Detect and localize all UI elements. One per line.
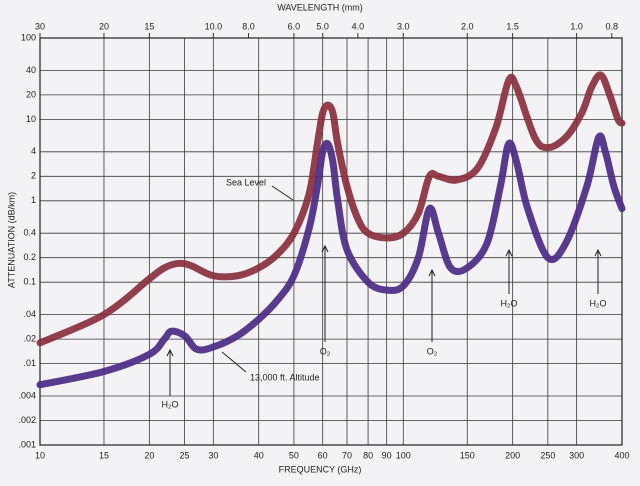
x2-tick-label: 15 — [144, 21, 154, 31]
arrow-head — [428, 268, 436, 277]
annotation: O₂ — [427, 346, 438, 356]
x-tick-label: 250 — [540, 450, 555, 460]
y-tick-label: .02 — [23, 333, 36, 343]
y-tick-label: 0.2 — [23, 252, 36, 262]
x-tick-label: 10 — [35, 450, 45, 460]
y-tick-label: .002 — [18, 415, 36, 425]
annotation: H₂O — [501, 298, 518, 308]
y-tick-label: 40 — [26, 65, 36, 75]
x-tick-label: 30 — [208, 450, 218, 460]
x-tick-label: 90 — [382, 450, 392, 460]
x-tick-label: 100 — [396, 450, 411, 460]
annotation: H₂O — [162, 399, 179, 409]
arrow-head — [166, 348, 174, 357]
y-axis-label: ATTENUATION (dB/km) — [6, 192, 16, 288]
y-tick-label: 2 — [31, 171, 36, 181]
x-tick-label: 400 — [614, 450, 629, 460]
plot-border — [39, 37, 623, 446]
x2-tick-label: 3.0 — [397, 21, 410, 31]
arrow-head — [594, 248, 602, 257]
x-tick-label: 300 — [569, 450, 584, 460]
annotation: O₂ — [320, 346, 331, 356]
y-tick-label: .001 — [18, 439, 36, 449]
series-label: Sea Level — [226, 177, 266, 187]
y-tick-label: 0.4 — [23, 228, 36, 238]
x-tick-label: 70 — [342, 450, 352, 460]
x2-axis-label: WAVELENGTH (mm) — [277, 2, 363, 12]
arrow-head — [321, 244, 329, 253]
x2-tick-label: 1.5 — [506, 21, 519, 31]
x2-tick-label: 0.8 — [606, 21, 619, 31]
data-line — [36, 132, 626, 389]
x-tick-label: 80 — [363, 450, 373, 460]
y-tick-label: 100 — [21, 32, 36, 42]
x2-tick-label: 8.0 — [242, 21, 255, 31]
x2-tick-label: 30 — [35, 21, 45, 31]
x-tick-label: 20 — [144, 450, 154, 460]
leader-line — [221, 351, 247, 373]
y-tick-label: .004 — [18, 390, 36, 400]
y-tick-label: 1 — [31, 195, 36, 205]
x-axis-label: FREQUENCY (GHz) — [279, 464, 362, 474]
x2-tick-label: 10.0 — [205, 21, 223, 31]
y-tick-label: .01 — [23, 358, 36, 368]
x2-tick-label: 6.0 — [288, 21, 301, 31]
x-tick-label: 150 — [460, 450, 475, 460]
y-tick-label: 4 — [31, 146, 36, 156]
x-tick-label: 40 — [254, 450, 264, 460]
x2-tick-label: 4.0 — [352, 21, 365, 31]
x2-tick-label: 20 — [99, 21, 109, 31]
y-tick-label: 10 — [26, 114, 36, 124]
y-tick-label: 20 — [26, 89, 36, 99]
x2-tick-label: 2.0 — [461, 21, 474, 31]
arrow-head — [505, 248, 513, 257]
x2-tick-label: 5.0 — [316, 21, 329, 31]
y-tick-label: 0.1 — [23, 277, 36, 287]
x-tick-label: 200 — [505, 450, 520, 460]
annotation: H₂O — [590, 298, 607, 308]
x-tick-label: 50 — [289, 450, 299, 460]
series-label: 13,000 ft. Altitude — [250, 372, 320, 382]
data-line — [36, 71, 626, 347]
x-tick-label: 25 — [180, 450, 190, 460]
y-tick-label: .04 — [23, 309, 36, 319]
x2-tick-label: 1.0 — [570, 21, 583, 31]
x-tick-label: 15 — [99, 450, 109, 460]
x-tick-label: 60 — [318, 450, 328, 460]
leader-line — [271, 185, 294, 201]
